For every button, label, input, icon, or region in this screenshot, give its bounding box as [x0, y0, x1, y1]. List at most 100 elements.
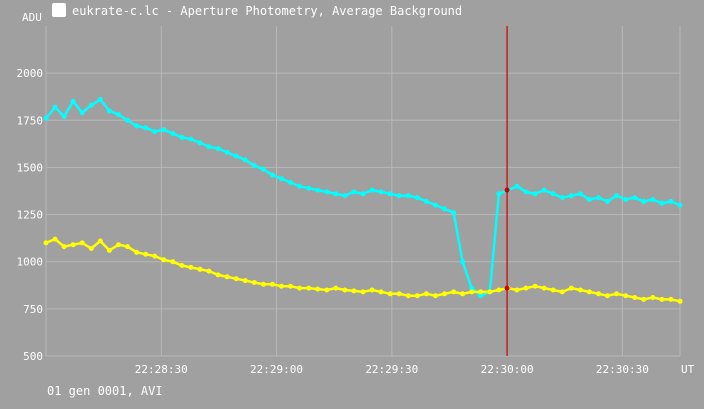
x-tick-label: 22:29:30	[365, 363, 418, 376]
data-point	[179, 134, 185, 140]
data-point	[414, 195, 420, 201]
data-point	[668, 198, 674, 204]
data-point	[559, 289, 565, 295]
data-point	[342, 193, 348, 199]
data-point	[134, 249, 140, 255]
data-point	[650, 197, 656, 202]
time-cursor-layer[interactable]	[504, 26, 510, 356]
data-point	[614, 193, 620, 199]
data-point	[677, 202, 683, 208]
data-point	[61, 244, 67, 250]
status-bar-text: 01 gen 0001, AVI	[47, 384, 163, 398]
data-point	[469, 289, 475, 295]
data-point	[170, 131, 176, 136]
data-point	[215, 146, 221, 152]
data-point	[532, 191, 538, 197]
data-point	[632, 195, 638, 201]
data-point	[161, 127, 167, 133]
data-point	[605, 198, 610, 204]
y-tick-label: 1000	[17, 256, 44, 269]
data-point	[43, 240, 49, 246]
data-point	[423, 291, 429, 297]
data-point	[306, 285, 312, 291]
data-point	[442, 206, 447, 212]
data-point	[224, 274, 230, 280]
data-point	[279, 283, 284, 289]
data-point	[351, 189, 357, 195]
data-point	[478, 293, 484, 299]
data-point	[125, 244, 130, 250]
y-tick-label: 1250	[17, 209, 44, 222]
data-point	[623, 293, 629, 299]
data-point	[269, 172, 275, 178]
data-point	[478, 289, 484, 295]
data-point	[414, 293, 420, 299]
data-point	[116, 242, 121, 248]
data-point	[143, 125, 149, 131]
data-point	[297, 183, 303, 189]
data-point	[242, 278, 248, 284]
data-point	[52, 236, 58, 242]
data-point	[487, 289, 493, 295]
data-point	[125, 117, 130, 123]
data-point	[559, 195, 565, 201]
grid	[45, 26, 681, 357]
data-point	[333, 191, 339, 197]
data-point	[659, 200, 665, 206]
data-point	[577, 191, 583, 197]
data-point	[233, 153, 239, 159]
data-point	[251, 163, 257, 168]
data-point	[143, 251, 149, 257]
data-point	[333, 285, 339, 291]
data-point	[70, 98, 76, 104]
data-point	[134, 123, 140, 129]
data-point	[224, 149, 230, 155]
y-tick-label: 1500	[17, 161, 44, 174]
x-tick-label: 22:29:00	[250, 363, 303, 376]
y-tick-label: 1750	[17, 114, 44, 127]
data-point	[52, 104, 58, 110]
data-point	[550, 287, 556, 293]
data-point	[288, 180, 293, 185]
data-point	[568, 285, 574, 291]
data-point	[451, 210, 457, 216]
data-point	[88, 102, 94, 108]
data-point	[532, 283, 538, 289]
data-point	[523, 189, 529, 195]
data-point	[496, 191, 502, 197]
data-point	[586, 197, 592, 202]
data-point	[251, 280, 257, 285]
data-point	[242, 157, 248, 163]
data-point	[306, 185, 312, 191]
series-layer	[43, 97, 683, 304]
data-point	[170, 259, 176, 265]
data-point	[568, 193, 574, 199]
data-point	[197, 266, 203, 272]
data-point	[460, 291, 466, 297]
series-0	[43, 97, 683, 299]
data-point	[43, 115, 49, 121]
data-point	[469, 285, 475, 291]
series-1	[43, 236, 683, 304]
data-point	[641, 296, 647, 302]
data-point	[541, 285, 547, 291]
data-point	[206, 268, 212, 274]
window-title: eukrate-c.lc - Aperture Photometry, Aver…	[72, 4, 463, 18]
data-point	[496, 287, 502, 293]
data-point	[423, 198, 429, 204]
data-point	[650, 295, 656, 300]
data-point	[396, 291, 402, 297]
data-point	[297, 285, 303, 291]
data-point	[288, 283, 293, 289]
data-point	[260, 281, 266, 287]
lightcurve-app-icon[interactable]	[52, 3, 66, 17]
data-point	[451, 289, 457, 295]
data-point	[550, 191, 556, 197]
data-point	[596, 195, 601, 201]
data-point	[677, 298, 683, 304]
data-point	[215, 272, 221, 278]
data-point	[61, 114, 67, 119]
data-point	[351, 288, 357, 294]
data-point	[623, 197, 629, 202]
